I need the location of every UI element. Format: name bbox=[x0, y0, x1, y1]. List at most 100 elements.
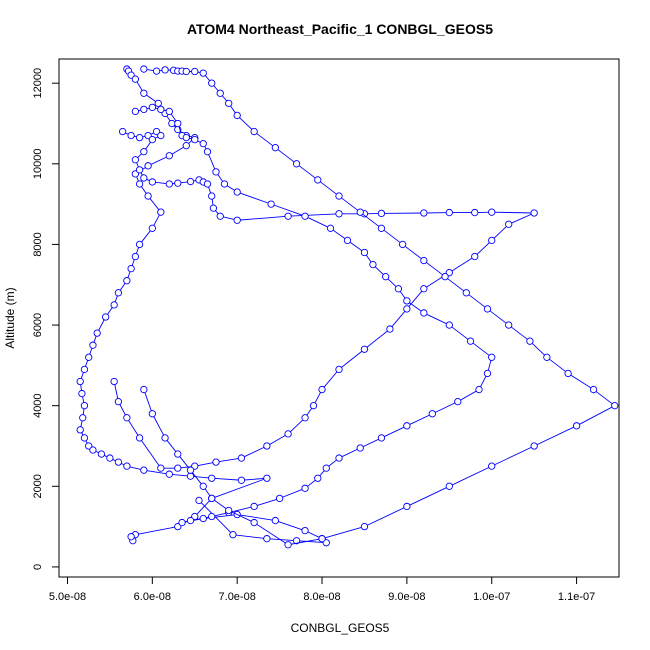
data-point bbox=[314, 474, 322, 482]
y-axis-label: Altitude (m) bbox=[3, 287, 17, 348]
data-point bbox=[360, 522, 369, 531]
data-point bbox=[335, 454, 343, 462]
data-point bbox=[154, 99, 162, 107]
data-point bbox=[526, 337, 534, 345]
data-point bbox=[445, 208, 453, 217]
data-point bbox=[110, 301, 118, 309]
data-point bbox=[174, 464, 182, 472]
data-point bbox=[199, 514, 207, 523]
data-point bbox=[131, 75, 140, 83]
series-segment bbox=[304, 215, 331, 229]
series-segment bbox=[491, 211, 535, 214]
series-segment bbox=[279, 487, 306, 499]
data-point bbox=[611, 402, 619, 410]
data-point bbox=[135, 133, 144, 142]
series-segment bbox=[449, 256, 475, 274]
series-segment bbox=[364, 328, 391, 350]
data-point bbox=[114, 397, 123, 406]
series-segment bbox=[449, 324, 471, 342]
data-point bbox=[284, 212, 292, 220]
data-point bbox=[233, 188, 241, 196]
data-point bbox=[182, 133, 190, 142]
data-point bbox=[394, 285, 403, 293]
series-segment bbox=[576, 405, 615, 427]
series-segment bbox=[211, 477, 268, 499]
data-point bbox=[454, 397, 462, 406]
data-point bbox=[284, 430, 292, 438]
series-segment bbox=[151, 413, 166, 439]
data-point bbox=[471, 208, 479, 217]
data-point bbox=[203, 180, 212, 188]
data-point bbox=[428, 410, 436, 418]
data-point bbox=[369, 260, 377, 269]
data-point bbox=[76, 377, 84, 386]
data-point bbox=[441, 273, 449, 281]
series-segment bbox=[529, 340, 548, 358]
data-point bbox=[403, 502, 411, 511]
series-segment bbox=[147, 155, 170, 167]
data-point bbox=[445, 482, 453, 490]
data-point bbox=[488, 236, 496, 245]
data-point bbox=[127, 131, 135, 140]
data-point bbox=[483, 369, 492, 378]
data-point bbox=[123, 277, 131, 285]
series-segment bbox=[338, 195, 361, 213]
data-point bbox=[186, 472, 195, 480]
data-point bbox=[174, 119, 182, 128]
x-tick-label: 6.0e-08 bbox=[134, 591, 171, 603]
data-point bbox=[85, 353, 93, 361]
data-point bbox=[386, 325, 394, 333]
series-segment bbox=[359, 211, 382, 229]
data-point bbox=[377, 434, 386, 442]
data-point bbox=[301, 526, 309, 535]
series-3 bbox=[131, 103, 496, 547]
data-point bbox=[127, 533, 135, 541]
data-point bbox=[250, 127, 258, 136]
series-segment bbox=[593, 389, 616, 407]
data-point bbox=[398, 240, 407, 249]
data-point bbox=[165, 152, 173, 160]
data-point bbox=[157, 131, 165, 140]
data-point bbox=[168, 119, 176, 128]
data-point bbox=[140, 89, 148, 97]
data-point bbox=[263, 535, 271, 543]
data-point bbox=[93, 329, 101, 337]
series-segment bbox=[143, 389, 153, 414]
data-point bbox=[182, 142, 190, 150]
data-point bbox=[140, 105, 148, 114]
data-point bbox=[250, 518, 258, 527]
series-segment bbox=[228, 506, 255, 513]
data-point bbox=[174, 450, 182, 458]
data-point bbox=[505, 321, 513, 329]
series-2 bbox=[110, 127, 538, 472]
series-segment bbox=[508, 324, 531, 342]
data-point bbox=[161, 66, 169, 74]
data-point bbox=[131, 107, 140, 116]
y-tick-label: 4000 bbox=[32, 393, 44, 417]
series-segment bbox=[287, 417, 306, 435]
data-point bbox=[233, 216, 241, 224]
series-segment bbox=[232, 534, 267, 540]
data-point bbox=[471, 252, 479, 261]
series-segment bbox=[241, 477, 267, 481]
data-point bbox=[445, 321, 453, 329]
data-point bbox=[135, 166, 144, 174]
data-point bbox=[318, 385, 326, 394]
data-point bbox=[208, 474, 216, 482]
data-point bbox=[377, 224, 386, 232]
data-point bbox=[186, 177, 195, 186]
series-4 bbox=[140, 65, 619, 549]
data-point bbox=[356, 444, 364, 452]
data-point bbox=[79, 414, 87, 422]
data-point bbox=[403, 297, 411, 305]
data-point bbox=[131, 252, 140, 261]
y-tick-label: 0 bbox=[32, 564, 44, 570]
data-point bbox=[148, 178, 156, 186]
data-point bbox=[420, 209, 428, 217]
series-segment bbox=[338, 447, 361, 459]
data-point bbox=[466, 337, 475, 345]
data-point bbox=[148, 103, 156, 112]
y-tick-label: 6000 bbox=[32, 313, 44, 337]
data-point bbox=[505, 220, 513, 228]
data-point bbox=[209, 204, 218, 212]
